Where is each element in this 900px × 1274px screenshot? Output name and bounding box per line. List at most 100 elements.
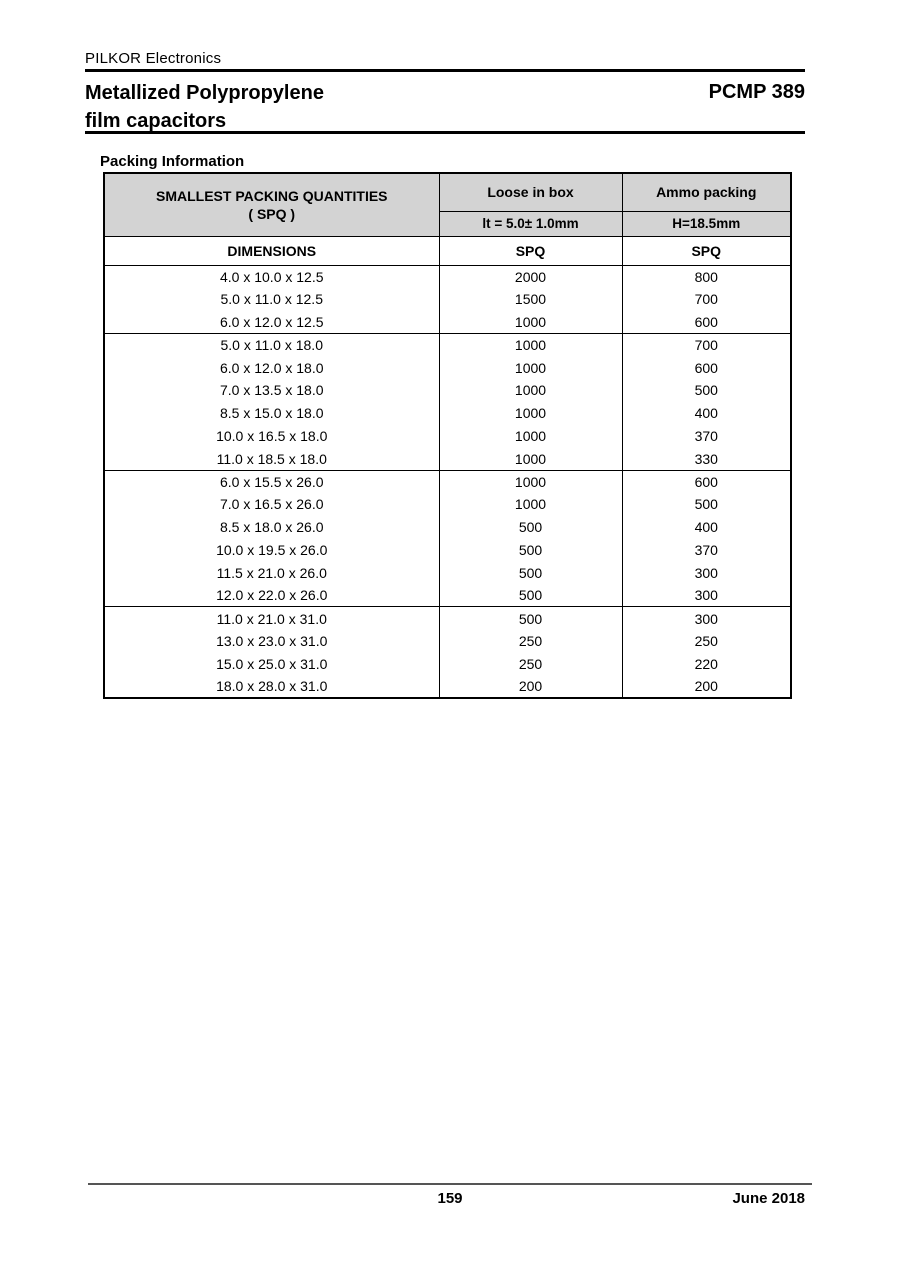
header-row-sub: lt = 5.0± 1.0mm H=18.5mm xyxy=(104,211,791,237)
header-dimensions: DIMENSIONS xyxy=(104,236,439,265)
ammo-spq-cell: 600 xyxy=(621,356,791,379)
loose-spq-cell: 1000 xyxy=(438,447,622,471)
dimensions-cell: 11.0 x 18.5 x 18.0 xyxy=(216,450,327,467)
loose-spq-cell: 1000 xyxy=(438,356,622,379)
loose-spq-cell: 250 xyxy=(438,629,622,653)
header-loose-in-box: Loose in box xyxy=(438,173,622,212)
table-group-26-0: 6.0 x 15.5 x 26.0 1000 600 7.0 x 16.5 x … xyxy=(104,470,791,607)
loose-spq-cell: 500 xyxy=(438,515,622,539)
ammo-spq-cell: 370 xyxy=(621,538,791,562)
loose-spq-cell: 250 xyxy=(438,652,622,676)
ammo-spq-cell: 500 xyxy=(621,492,791,516)
table-row: 10.0 x 19.5 x 26.0 500 370 xyxy=(104,538,791,562)
ammo-spq-cell: 500 xyxy=(621,378,791,402)
table-row: 11.0 x 18.5 x 18.0 1000 330 xyxy=(104,447,791,471)
ammo-spq-cell: 400 xyxy=(621,515,791,539)
table-row: 6.0 x 12.0 x 12.5 1000 600 xyxy=(104,310,791,334)
loose-spq-cell: 2000 xyxy=(438,265,622,288)
dimensions-cell: 6.0 x 15.5 x 26.0 xyxy=(219,473,324,490)
dimensions-cell: 11.5 x 21.0 x 26.0 xyxy=(216,564,327,581)
company-name: PILKOR Electronics xyxy=(85,50,222,67)
table-row: 6.0 x 12.0 x 18.0 1000 600 xyxy=(104,356,791,379)
footer-rule xyxy=(88,1183,812,1185)
dimensions-cell: 15.0 x 25.0 x 31.0 xyxy=(216,655,328,672)
packing-table-header: SMALLEST PACKING QUANTITIES ( SPQ ) Loos… xyxy=(104,173,791,265)
loose-spq-cell: 200 xyxy=(438,675,622,699)
header-spq-loose: SPQ xyxy=(438,236,622,265)
header-row-top: SMALLEST PACKING QUANTITIES ( SPQ ) Loos… xyxy=(104,173,791,237)
loose-spq-cell: 1000 xyxy=(438,492,622,516)
ammo-spq-cell: 600 xyxy=(621,470,791,493)
ammo-spq-cell: 600 xyxy=(621,310,791,334)
table-row: 11.5 x 21.0 x 26.0 500 300 xyxy=(104,561,791,585)
table-group-18-0: 5.0 x 11.0 x 18.0 1000 700 6.0 x 12.0 x … xyxy=(104,333,791,471)
loose-spq-cell: 1000 xyxy=(438,378,622,402)
dimensions-cell: 7.0 x 16.5 x 26.0 xyxy=(219,496,324,513)
ammo-spq-cell: 250 xyxy=(621,629,791,653)
section-heading: Packing Information xyxy=(100,153,245,170)
table-row: 10.0 x 16.5 x 18.0 1000 370 xyxy=(104,424,791,448)
dimensions-cell: 12.0 x 22.0 x 26.0 xyxy=(216,587,328,604)
dimensions-cell: 5.0 x 11.0 x 18.0 xyxy=(220,337,323,354)
dimensions-cell: 6.0 x 12.0 x 18.0 xyxy=(219,359,324,376)
loose-spq-cell: 1000 xyxy=(438,424,622,448)
loose-spq-cell: 500 xyxy=(438,606,622,630)
header-ammo-packing: Ammo packing xyxy=(621,173,791,212)
ammo-spq-cell: 700 xyxy=(621,333,791,357)
loose-spq-cell: 500 xyxy=(438,584,622,607)
dimensions-cell: 5.0 x 11.0 x 12.5 xyxy=(220,291,323,308)
header-smallest-line1: SMALLEST PACKING QUANTITIES xyxy=(155,187,388,204)
table-group-12-5: 4.0 x 10.0 x 12.5 2000 800 5.0 x 11.0 x … xyxy=(104,265,791,334)
loose-spq-cell: 1000 xyxy=(438,470,622,493)
table-row: 7.0 x 13.5 x 18.0 1000 500 xyxy=(104,378,791,402)
ammo-spq-cell: 700 xyxy=(621,287,791,311)
header-loose-sub: lt = 5.0± 1.0mm xyxy=(438,211,622,237)
dimensions-cell: 7.0 x 13.5 x 18.0 xyxy=(219,382,324,399)
dimensions-cell: 8.5 x 15.0 x 18.0 xyxy=(219,405,324,422)
page-number: 159 xyxy=(437,1190,463,1207)
page-title: Metallized Polypropylene film capacitors xyxy=(85,79,324,135)
ammo-spq-cell: 220 xyxy=(621,652,791,676)
ammo-spq-cell: 300 xyxy=(621,561,791,585)
table-row: 13.0 x 23.0 x 31.0 250 250 xyxy=(104,629,791,653)
header-spq-ammo: SPQ xyxy=(621,236,791,265)
dimensions-cell: 13.0 x 23.0 x 31.0 xyxy=(216,633,328,650)
ammo-spq-cell: 200 xyxy=(621,675,791,699)
table-group-31-0: 11.0 x 21.0 x 31.0 500 300 13.0 x 23.0 x… xyxy=(104,606,791,699)
dimensions-cell: 8.5 x 18.0 x 26.0 xyxy=(219,519,324,536)
loose-spq-cell: 1000 xyxy=(438,401,622,425)
dimensions-cell: 18.0 x 28.0 x 31.0 xyxy=(216,678,328,695)
loose-spq-cell: 500 xyxy=(438,561,622,585)
page-title-line1: Metallized Polypropylene xyxy=(85,82,324,104)
dimensions-cell: 10.0 x 16.5 x 18.0 xyxy=(216,427,328,444)
table-row: 5.0 x 11.0 x 12.5 1500 700 xyxy=(104,287,791,311)
table-row: 11.0 x 21.0 x 31.0 500 300 xyxy=(104,606,791,630)
ammo-spq-cell: 330 xyxy=(621,447,791,471)
part-number: PCMP 389 xyxy=(708,81,805,103)
packing-table-wrap: SMALLEST PACKING QUANTITIES ( SPQ ) Loos… xyxy=(103,172,792,700)
dimensions-cell: 11.0 x 21.0 x 31.0 xyxy=(216,610,327,627)
loose-spq-cell: 1500 xyxy=(438,287,622,311)
table-row: 7.0 x 16.5 x 26.0 1000 500 xyxy=(104,492,791,516)
table-row: 5.0 x 11.0 x 18.0 1000 700 xyxy=(104,333,791,357)
header-smallest-packing: SMALLEST PACKING QUANTITIES ( SPQ ) xyxy=(104,173,439,237)
ammo-spq-cell: 300 xyxy=(621,584,791,607)
loose-spq-cell: 500 xyxy=(438,538,622,562)
dimensions-cell: 4.0 x 10.0 x 12.5 xyxy=(219,268,324,285)
loose-spq-cell: 1000 xyxy=(438,333,622,357)
table-row: 8.5 x 18.0 x 26.0 500 400 xyxy=(104,515,791,539)
table-row: 15.0 x 25.0 x 31.0 250 220 xyxy=(104,652,791,676)
header-row-columns: DIMENSIONS SPQ SPQ xyxy=(104,236,791,265)
dimensions-cell: 6.0 x 12.0 x 12.5 xyxy=(219,313,324,330)
page-title-line2: film capacitors xyxy=(85,110,227,132)
loose-spq-cell: 1000 xyxy=(438,310,622,334)
header-rule xyxy=(85,69,805,72)
header-ammo-sub: H=18.5mm xyxy=(621,211,791,237)
table-row: 8.5 x 15.0 x 18.0 1000 400 xyxy=(104,401,791,425)
header-smallest-line2: ( SPQ ) xyxy=(248,205,296,222)
ammo-spq-cell: 300 xyxy=(621,606,791,630)
table-row: 18.0 x 28.0 x 31.0 200 200 xyxy=(104,675,791,699)
table-row: 4.0 x 10.0 x 12.5 2000 800 xyxy=(104,265,791,288)
dimensions-cell: 10.0 x 19.5 x 26.0 xyxy=(216,541,328,558)
